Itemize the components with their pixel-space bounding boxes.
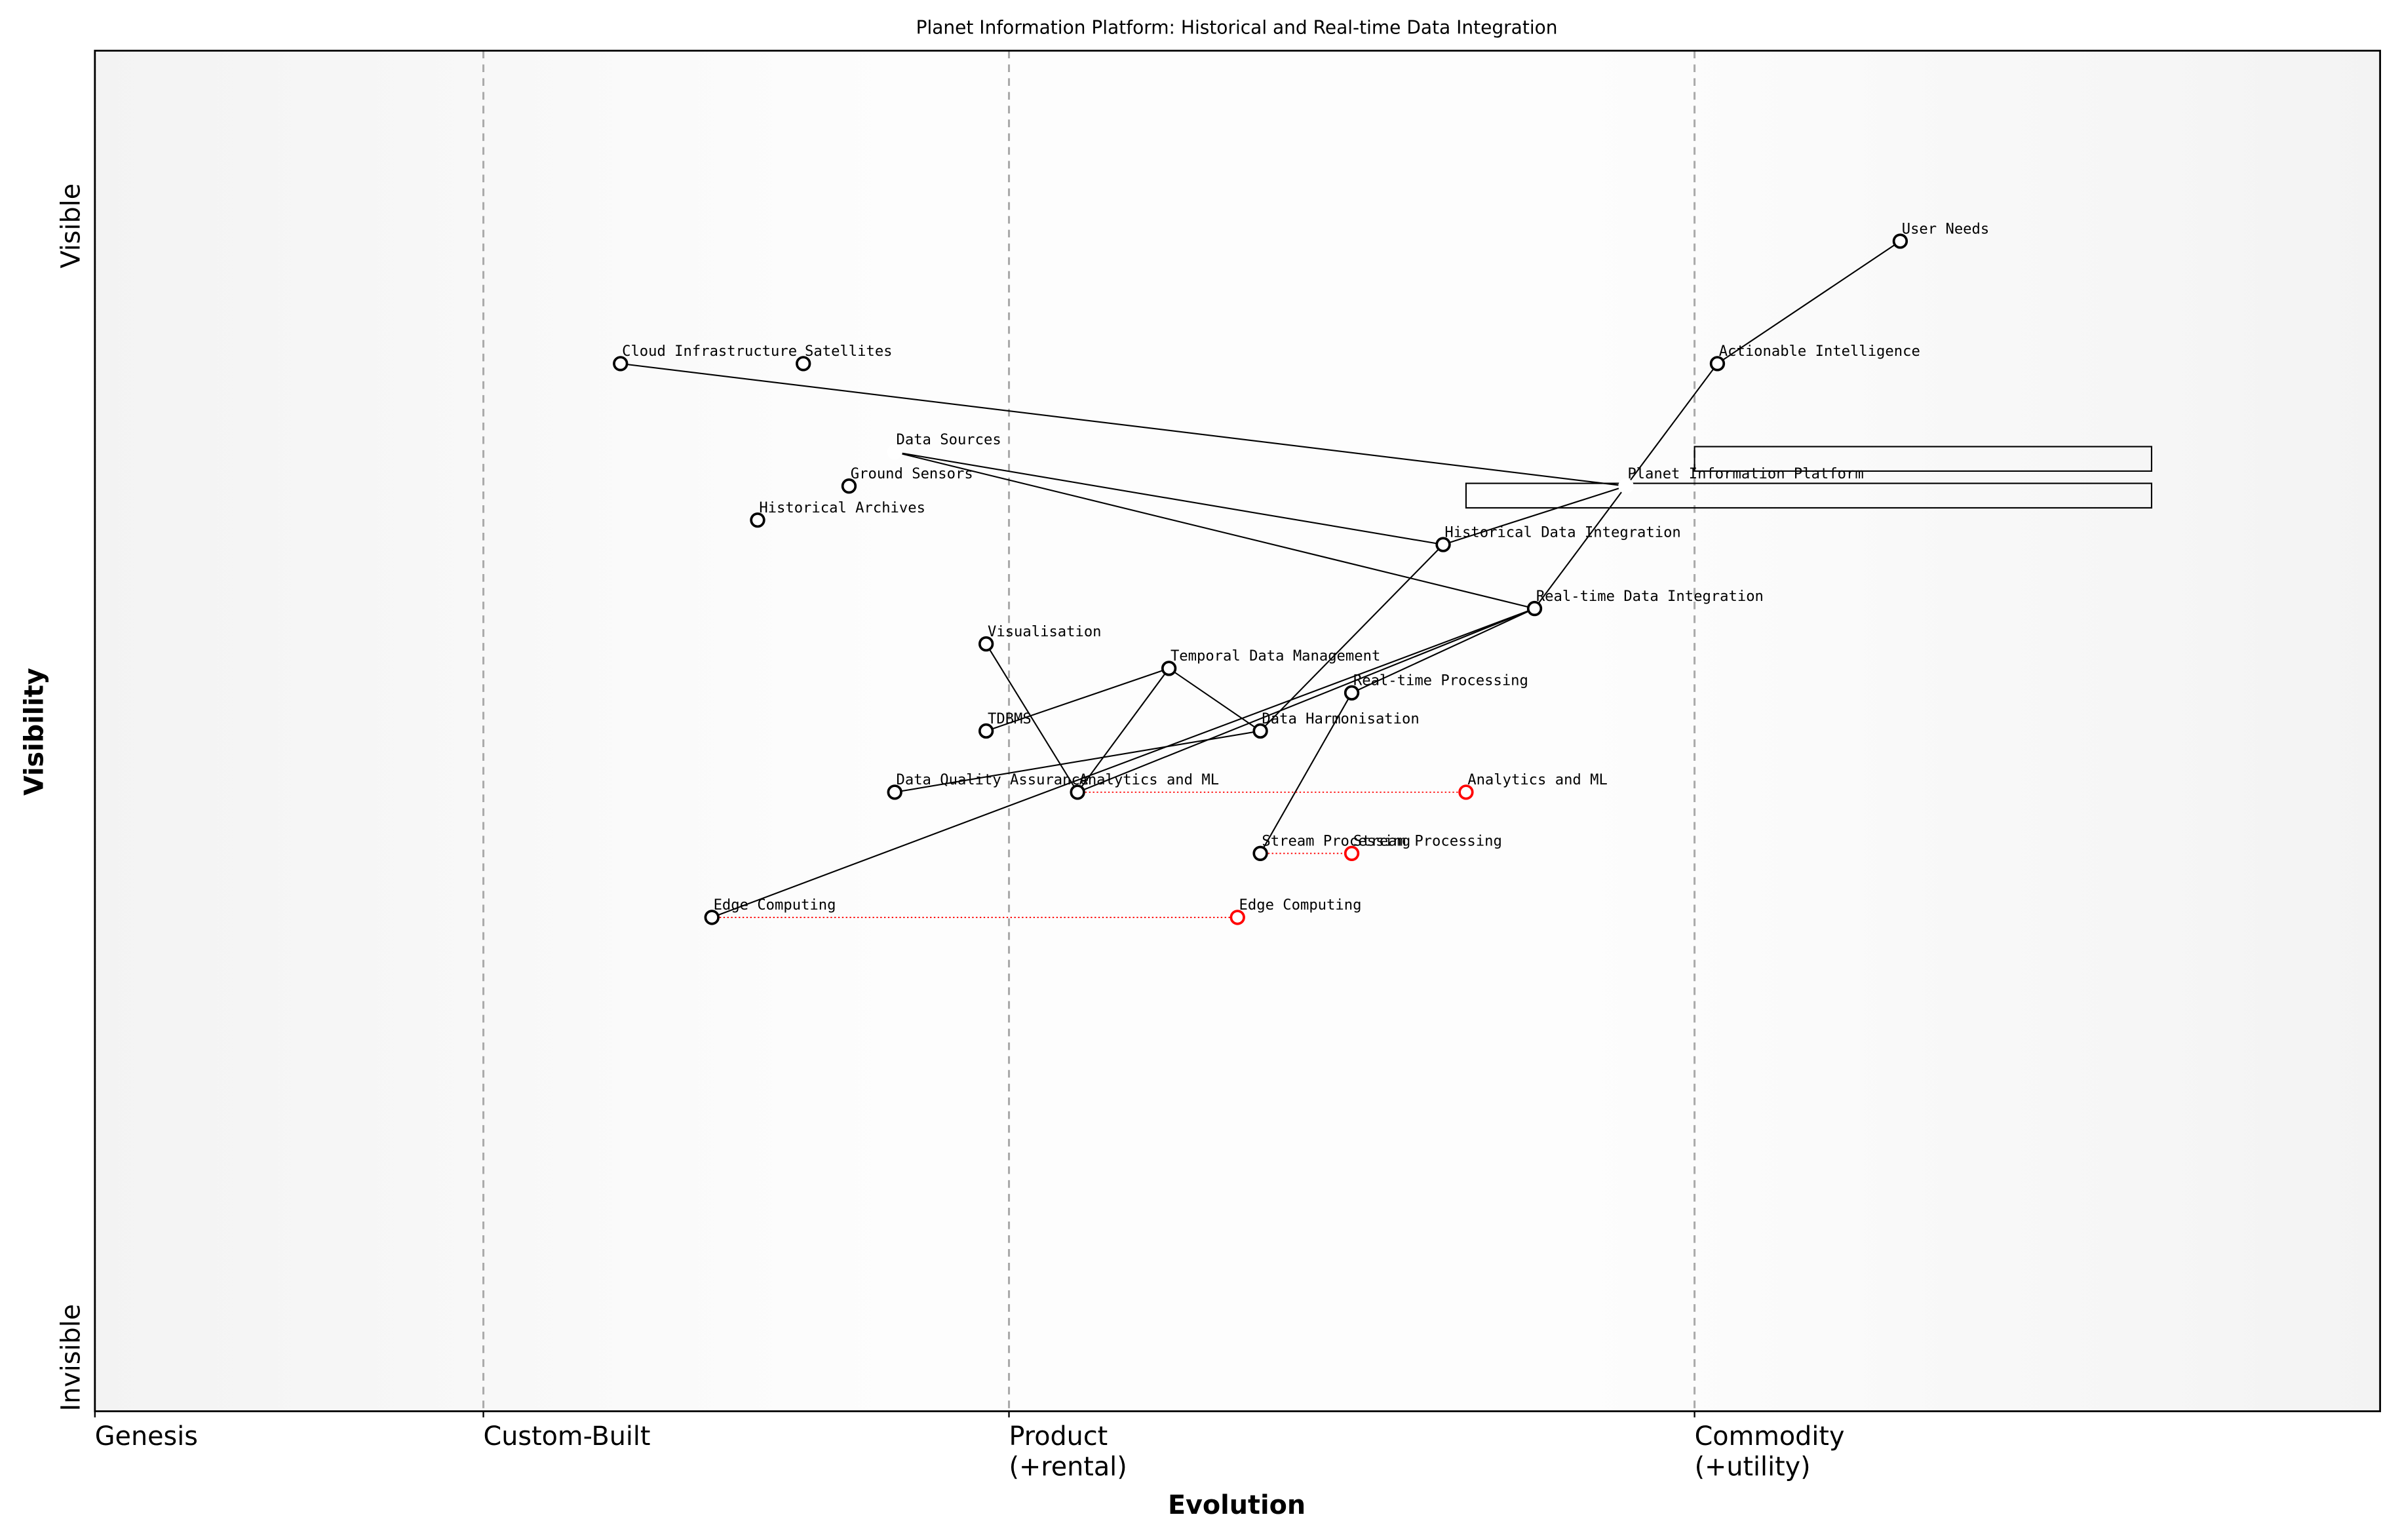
component-label: Real-time Processing bbox=[1353, 672, 1528, 689]
component-label: Real-time Data Integration bbox=[1536, 588, 1764, 605]
x-tick-label: Custom-Built bbox=[484, 1421, 651, 1452]
component-label: Visualisation bbox=[988, 623, 1102, 640]
evolved-label: Edge Computing bbox=[1239, 896, 1362, 914]
component-label: Planet Information Platform bbox=[1627, 465, 1863, 482]
pipeline bbox=[1694, 446, 2153, 472]
link bbox=[711, 607, 1535, 918]
component-marker bbox=[841, 478, 857, 494]
component-label: Satellites bbox=[805, 343, 893, 360]
pipeline bbox=[1465, 482, 2153, 509]
link bbox=[1077, 668, 1170, 793]
plot-background bbox=[94, 50, 2380, 1412]
component-label: Historical Archives bbox=[759, 499, 925, 516]
plot-frame bbox=[94, 49, 2382, 1412]
link bbox=[895, 730, 1261, 793]
component-label: Temporal Data Management bbox=[1171, 647, 1380, 664]
component-label: Analytics and ML bbox=[1079, 771, 1219, 788]
link bbox=[986, 667, 1169, 732]
component-marker bbox=[978, 636, 994, 652]
evolved-marker bbox=[1458, 784, 1474, 800]
link bbox=[1351, 607, 1535, 694]
evolved-label: Stream Processing bbox=[1353, 833, 1502, 850]
link bbox=[894, 451, 1535, 609]
link bbox=[1260, 692, 1353, 854]
component-label: TDBMS bbox=[988, 710, 1032, 727]
component-marker bbox=[1892, 233, 1908, 249]
x-axis-label: Evolution bbox=[1168, 1490, 1306, 1520]
plot-layer: User Needs Actionable Intelligence Planet … bbox=[482, 50, 2153, 1412]
component-marker bbox=[1526, 600, 1543, 617]
component-marker bbox=[978, 723, 994, 739]
component-marker bbox=[887, 784, 902, 800]
y-tick-label: Invisible bbox=[56, 1304, 86, 1412]
component-label: Data Quality Assurance bbox=[897, 771, 1089, 788]
component-label: Edge Computing bbox=[714, 896, 836, 914]
evolved-marker bbox=[1229, 910, 1245, 925]
link bbox=[1077, 607, 1535, 793]
y-tick-label: Visible bbox=[56, 183, 86, 269]
component-label: Historical Data Integration bbox=[1444, 524, 1680, 541]
x-tick-label: Genesis bbox=[95, 1421, 198, 1452]
x-tick-label: Product (+rental) bbox=[1009, 1421, 1127, 1482]
component-marker bbox=[704, 910, 720, 925]
link bbox=[1716, 241, 1901, 364]
component-marker bbox=[1070, 784, 1085, 800]
link bbox=[1625, 363, 1718, 487]
link bbox=[620, 362, 1627, 487]
component-marker bbox=[1618, 478, 1634, 494]
component-marker bbox=[1161, 661, 1177, 676]
component-label: User Needs bbox=[1902, 220, 1990, 237]
component-label: Data Sources bbox=[897, 431, 1001, 448]
x-tick-label: Commodity (+utility) bbox=[1695, 1421, 1845, 1482]
component-marker bbox=[1252, 723, 1268, 739]
component-marker bbox=[1709, 356, 1726, 372]
component-marker bbox=[1252, 845, 1268, 861]
component-marker bbox=[796, 356, 811, 372]
link bbox=[1534, 486, 1627, 609]
component-marker bbox=[750, 512, 765, 528]
link bbox=[895, 451, 1444, 546]
link bbox=[985, 644, 1079, 793]
component-label: Data Harmonisation bbox=[1262, 710, 1419, 727]
evolved-marker bbox=[1344, 845, 1360, 861]
link bbox=[1442, 485, 1627, 546]
component-label: Cloud Infrastructure bbox=[622, 343, 797, 360]
y-axis-label: Visibility bbox=[19, 668, 49, 796]
component-marker bbox=[1344, 685, 1360, 701]
component-marker bbox=[1435, 537, 1451, 552]
link bbox=[1169, 668, 1261, 732]
component-marker bbox=[887, 444, 902, 460]
component-label: Actionable Intelligence bbox=[1719, 343, 1920, 360]
component-label: Ground Sensors bbox=[851, 465, 973, 482]
component-marker bbox=[613, 356, 629, 372]
chart-title: Planet Information Platform: Historical … bbox=[916, 17, 1558, 39]
component-label: Stream Processing bbox=[1262, 833, 1410, 850]
evolved-label: Analytics and ML bbox=[1467, 771, 1608, 788]
